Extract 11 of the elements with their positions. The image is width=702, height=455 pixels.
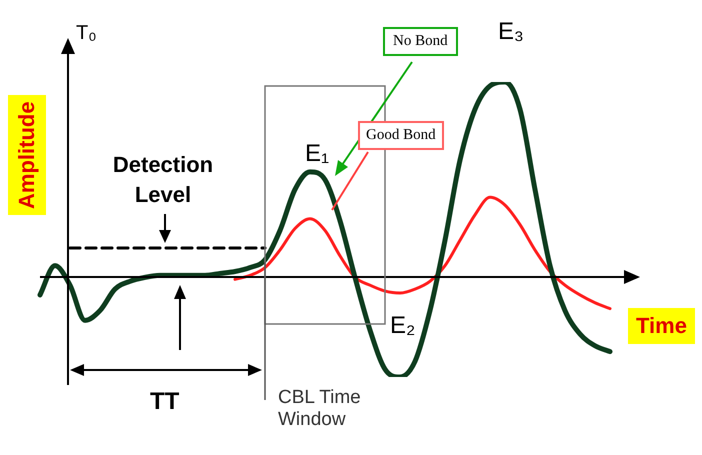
x-axis-title: Time: [628, 308, 695, 344]
text: E₃: [498, 18, 524, 46]
text: T₀: [76, 22, 97, 45]
text: Good Bond: [358, 121, 444, 150]
text: CBL Time Window: [278, 387, 362, 431]
text: No Bond: [383, 27, 458, 56]
text: TT: [150, 388, 180, 416]
annotation: E₁: [305, 140, 330, 168]
series-label: Detection Level: [112, 151, 214, 209]
annotation: E₂: [390, 312, 416, 340]
y-axis-title: Amplitude: [8, 95, 46, 215]
